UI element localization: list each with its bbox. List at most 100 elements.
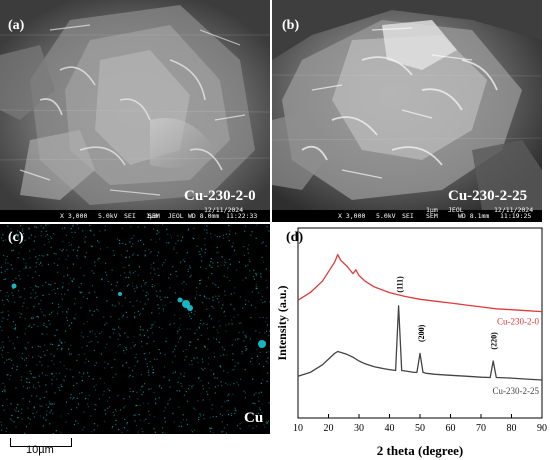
edx-signal-dot: [82, 373, 84, 375]
edx-signal-dot: [232, 353, 234, 355]
edx-signal-dot: [53, 252, 55, 255]
edx-signal-dot: [259, 332, 261, 334]
edx-signal-dot: [44, 344, 46, 346]
edx-signal-dot: [67, 274, 69, 276]
edx-signal-dot: [78, 354, 80, 356]
edx-signal-dot: [188, 388, 190, 390]
edx-signal-dot: [232, 393, 234, 395]
edx-signal-dot: [126, 423, 128, 425]
edx-signal-dot: [186, 419, 188, 421]
edx-signal-dot: [164, 296, 166, 298]
edx-signal-dot: [180, 324, 182, 326]
edx-signal-dot: [240, 322, 242, 324]
edx-signal-dot: [121, 227, 124, 229]
edx-signal-dot: [137, 360, 139, 362]
edx-signal-dot: [211, 272, 213, 275]
edx-signal-dot: [238, 322, 240, 324]
edx-signal-dot: [168, 242, 170, 244]
edx-signal-dot: [202, 388, 204, 390]
edx-signal-dot: [215, 416, 217, 418]
edx-signal-dot: [67, 413, 69, 415]
edx-signal-dot: [143, 353, 145, 355]
edx-signal-dot: [29, 257, 31, 259]
edx-signal-dot: [132, 391, 134, 393]
edx-signal-dot: [63, 275, 65, 277]
edx-signal-dot: [164, 407, 166, 409]
edx-signal-dot: [84, 362, 86, 364]
edx-signal-dot: [31, 317, 33, 319]
edx-signal-dot: [81, 380, 83, 382]
edx-signal-dot: [223, 427, 226, 429]
edx-signal-dot: [101, 279, 103, 281]
edx-signal-dot: [258, 363, 260, 365]
magnification: X 3,000: [338, 212, 366, 220]
edx-signal-dot: [11, 250, 13, 252]
edx-signal-dot: [106, 343, 108, 345]
edx-signal-dot: [174, 371, 176, 373]
edx-signal-dot: [40, 261, 42, 263]
edx-signal-dot: [145, 295, 147, 297]
edx-signal-dot: [58, 387, 60, 389]
edx-signal-dot: [15, 327, 17, 329]
edx-signal-dot: [205, 267, 207, 269]
edx-signal-dot: [148, 374, 150, 376]
edx-signal-dot: [208, 316, 210, 318]
edx-signal-dot: [59, 361, 61, 363]
edx-signal-dot: [99, 248, 102, 250]
edx-signal-dot: [234, 249, 236, 251]
edx-signal-dot: [180, 421, 182, 424]
edx-signal-dot: [173, 246, 175, 248]
edx-signal-dot: [146, 366, 148, 368]
edx-signal-dot: [125, 243, 127, 245]
edx-signal-dot: [33, 416, 35, 418]
edx-signal-dot: [91, 285, 94, 287]
edx-signal-dot: [17, 230, 19, 232]
edx-signal-dot: [110, 316, 112, 318]
edx-signal-dot: [10, 375, 12, 377]
edx-signal-dot: [24, 239, 26, 241]
edx-cluster-spot: [258, 340, 266, 348]
edx-signal-dot: [225, 330, 227, 332]
edx-signal-dot: [42, 294, 44, 296]
edx-signal-dot: [10, 231, 12, 233]
edx-signal-dot: [28, 237, 30, 239]
edx-signal-dot: [227, 267, 229, 269]
edx-signal-dot: [18, 233, 20, 235]
edx-signal-dot: [29, 324, 31, 326]
edx-signal-dot: [99, 332, 101, 335]
edx-signal-dot: [55, 372, 57, 374]
edx-signal-dot: [159, 384, 161, 387]
edx-signal-dot: [33, 407, 35, 409]
edx-signal-dot: [45, 384, 47, 386]
edx-signal-dot: [229, 384, 231, 386]
edx-signal-dot: [255, 273, 257, 275]
edx-signal-dot: [178, 377, 180, 379]
x-tick-label: 30: [354, 423, 364, 434]
edx-signal-dot: [137, 398, 139, 400]
edx-signal-dot: [249, 270, 251, 272]
edx-signal-dot: [250, 361, 252, 363]
edx-signal-dot: [39, 346, 41, 348]
edx-signal-dot: [200, 279, 202, 281]
edx-signal-dot: [28, 325, 30, 327]
edx-signal-dot: [35, 387, 37, 389]
edx-signal-dot: [7, 374, 9, 376]
element-label: Cu: [244, 410, 264, 426]
edx-signal-dot: [225, 262, 227, 264]
edx-signal-dot: [87, 336, 89, 338]
edx-signal-dot: [90, 415, 92, 417]
edx-signal-dot: [152, 372, 154, 374]
edx-signal-dot: [77, 250, 79, 252]
edx-signal-dot: [164, 354, 166, 356]
edx-signal-dot: [141, 340, 143, 343]
edx-signal-dot: [131, 237, 133, 239]
edx-signal-dot: [112, 376, 114, 378]
edx-signal-dot: [224, 294, 226, 296]
edx-signal-dot: [79, 292, 81, 294]
edx-signal-dot: [109, 396, 111, 399]
edx-signal-dot: [196, 329, 198, 331]
edx-signal-dot: [14, 329, 17, 331]
edx-signal-dot: [20, 313, 22, 315]
edx-signal-dot: [158, 312, 160, 314]
panel-label-b: (b): [282, 18, 300, 33]
